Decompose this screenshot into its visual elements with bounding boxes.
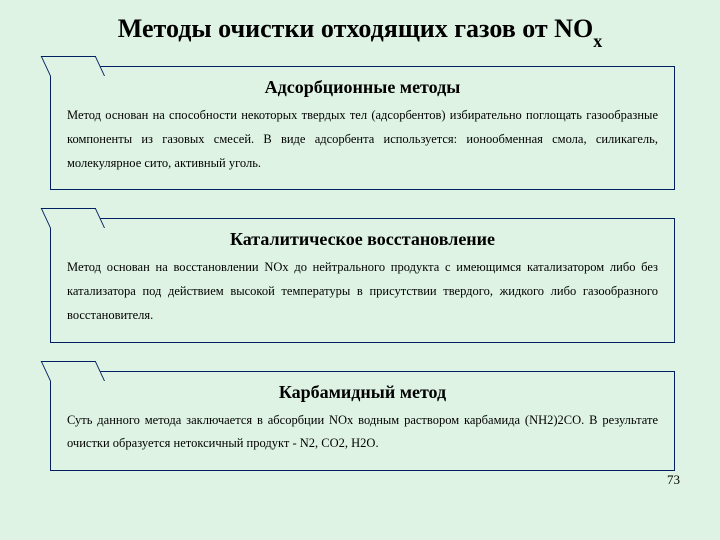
title-subscript: x: [593, 31, 602, 51]
card-header: Карбамидный метод: [67, 382, 658, 403]
card-tab: [41, 361, 105, 381]
card-text: Метод основан на восстановлении NOх до н…: [67, 256, 658, 327]
card-adsorption: Адсорбционные методы Метод основан на сп…: [50, 66, 675, 190]
card-body: Адсорбционные методы Метод основан на сп…: [50, 66, 675, 190]
card-body: Карбамидный метод Суть данного метода за…: [50, 371, 675, 472]
card-carbamide: Карбамидный метод Суть данного метода за…: [50, 371, 675, 472]
slide-title: Методы очистки отходящих газов от NOx: [0, 0, 720, 66]
card-header: Адсорбционные методы: [67, 77, 658, 98]
card-text: Суть данного метода заключается в абсорб…: [67, 409, 658, 457]
card-text: Метод основан на способности некоторых т…: [67, 104, 658, 175]
card-body: Каталитическое восстановление Метод осно…: [50, 218, 675, 342]
title-text: Методы очистки отходящих газов от NO: [118, 14, 593, 43]
card-tab: [41, 208, 105, 228]
page-number: 73: [667, 472, 680, 488]
card-catalytic: Каталитическое восстановление Метод осно…: [50, 218, 675, 342]
card-header: Каталитическое восстановление: [67, 229, 658, 250]
card-tab: [41, 56, 105, 76]
